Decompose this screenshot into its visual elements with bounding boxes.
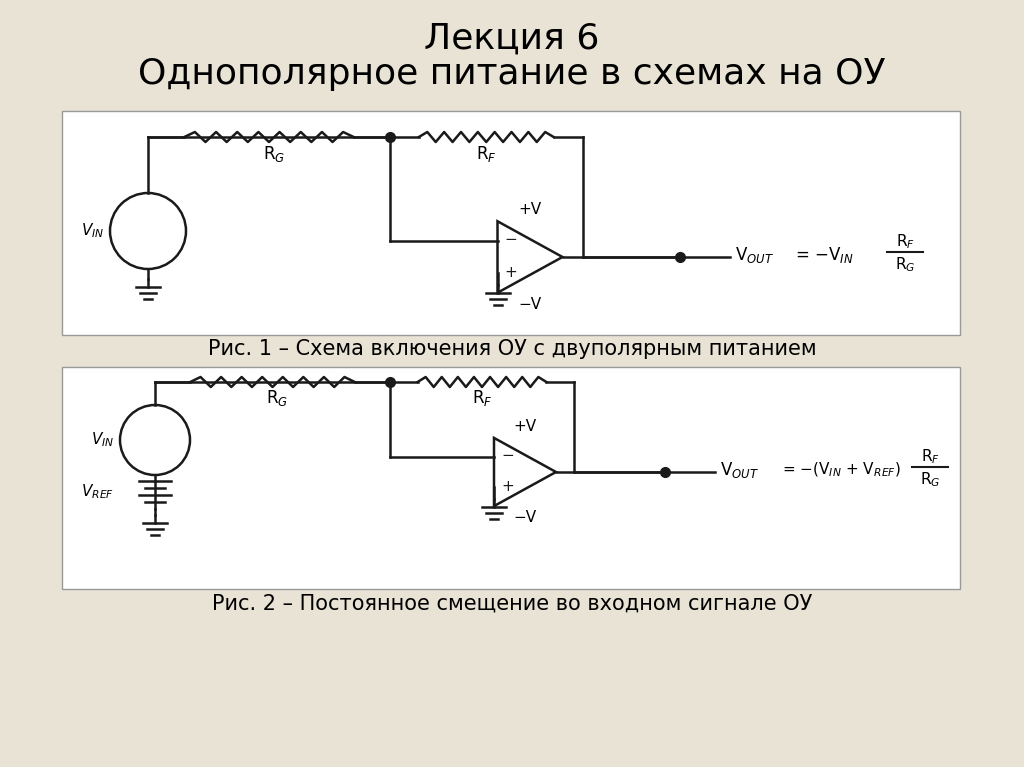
Text: +V: +V <box>518 202 542 217</box>
Bar <box>62 367 961 589</box>
Text: R$_G$: R$_G$ <box>263 144 285 164</box>
Text: −V: −V <box>513 510 537 525</box>
Text: +: + <box>501 479 514 494</box>
Text: R$_G$: R$_G$ <box>895 255 915 275</box>
Text: Рис. 1 – Схема включения ОУ с двуполярным питанием: Рис. 1 – Схема включения ОУ с двуполярны… <box>208 339 816 359</box>
Text: +: + <box>505 265 517 280</box>
Text: Рис. 2 – Постоянное смещение во входном сигнале ОУ: Рис. 2 – Постоянное смещение во входном … <box>212 594 812 614</box>
Text: −V: −V <box>518 297 542 311</box>
Text: = −V$_{IN}$: = −V$_{IN}$ <box>795 245 854 265</box>
Text: R$_F$: R$_F$ <box>472 388 493 408</box>
Text: Лекция 6: Лекция 6 <box>424 22 600 56</box>
Text: −: − <box>505 232 517 248</box>
Text: R$_G$: R$_G$ <box>266 388 289 408</box>
Text: −: − <box>501 448 514 463</box>
Text: R$_G$: R$_G$ <box>920 471 940 489</box>
Text: V$_{OUT}$: V$_{OUT}$ <box>720 460 759 480</box>
Text: R$_F$: R$_F$ <box>896 232 914 252</box>
Text: V$_{IN}$: V$_{IN}$ <box>90 430 114 449</box>
Text: V$_{REF}$: V$_{REF}$ <box>81 482 114 502</box>
Bar <box>62 111 961 335</box>
Text: Однополярное питание в схемах на ОУ: Однополярное питание в схемах на ОУ <box>138 57 886 91</box>
Text: V$_{OUT}$: V$_{OUT}$ <box>735 245 774 265</box>
Text: +V: +V <box>513 419 537 434</box>
Text: V$_{IN}$: V$_{IN}$ <box>81 222 104 240</box>
Text: R$_F$: R$_F$ <box>921 448 939 466</box>
Text: R$_F$: R$_F$ <box>476 144 497 164</box>
Text: = −(V$_{IN}$ + V$_{REF}$): = −(V$_{IN}$ + V$_{REF}$) <box>782 461 901 479</box>
